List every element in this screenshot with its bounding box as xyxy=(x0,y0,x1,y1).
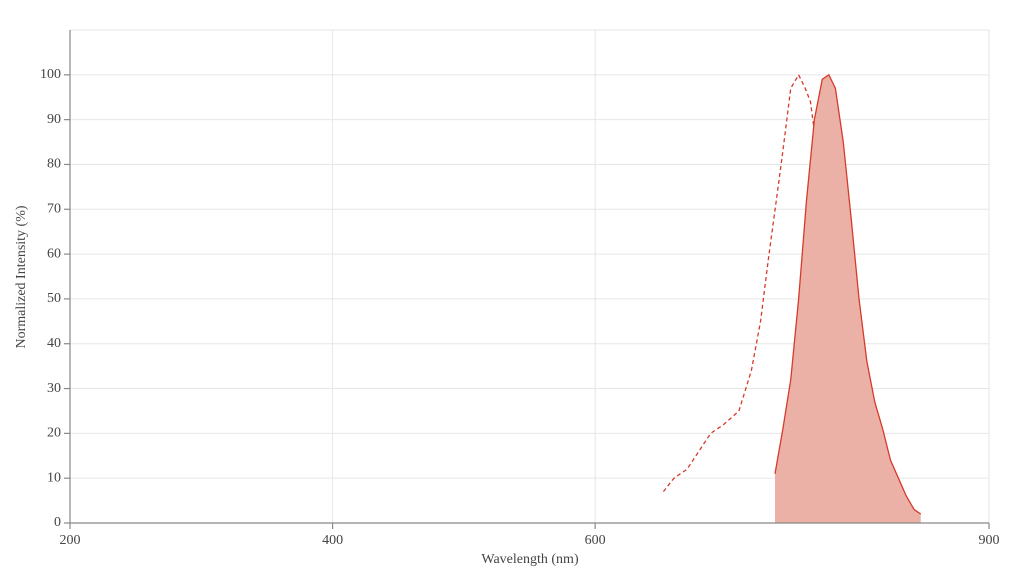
y-tick-label: 40 xyxy=(47,336,61,351)
y-tick-label: 60 xyxy=(47,246,61,261)
y-tick-label: 90 xyxy=(47,112,61,127)
y-axis-label: Normalized Intensity (%) xyxy=(14,205,29,348)
area xyxy=(775,74,921,524)
y-tick-label: 80 xyxy=(47,157,61,172)
x-tick-label: 600 xyxy=(585,533,606,548)
x-axis-label: Wavelength (nm) xyxy=(481,552,579,567)
x-tick-label: 200 xyxy=(60,533,81,548)
y-tick-label: 50 xyxy=(47,291,61,306)
line xyxy=(662,73,856,493)
line xyxy=(774,73,922,515)
x-tick-label: 400 xyxy=(322,533,343,548)
y-tick-label: 30 xyxy=(47,381,61,396)
y-tick-label: 100 xyxy=(40,67,61,82)
y-tick-label: 70 xyxy=(47,201,61,216)
x-tick-label: 900 xyxy=(979,533,1000,548)
y-tick-label: 10 xyxy=(47,470,61,485)
y-tick-label: 0 xyxy=(54,515,61,530)
y-tick-label: 20 xyxy=(47,426,61,441)
